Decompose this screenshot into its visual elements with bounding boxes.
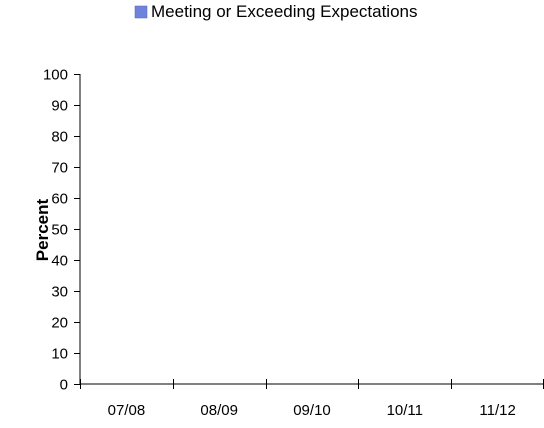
x-tick-label: 09/10 [293, 402, 331, 419]
y-tick-label: 80 [51, 129, 68, 146]
y-axis-title: Percent [33, 198, 52, 261]
legend: Meeting or Exceeding Expectations [134, 2, 418, 21]
y-tick-label: 100 [43, 67, 68, 84]
y-tick-label: 60 [51, 191, 68, 208]
y-axis: 0 10 20 30 40 50 60 70 80 90 100 [43, 67, 81, 394]
y-tick-label: 0 [60, 377, 68, 394]
y-tick-label: 20 [51, 315, 68, 332]
x-axis: 07/08 08/09 09/10 10/11 11/12 [80, 379, 544, 419]
y-tick-label: 70 [51, 160, 68, 177]
y-tick-label: 50 [51, 222, 68, 239]
y-tick-label: 90 [51, 98, 68, 115]
x-tick-label: 07/08 [108, 402, 146, 419]
legend-label: Meeting or Exceeding Expectations [151, 2, 418, 21]
y-tick-label: 30 [51, 284, 68, 301]
y-tick-label: 40 [51, 253, 68, 270]
legend-swatch [134, 5, 148, 19]
y-tick-label: 10 [51, 346, 68, 363]
x-tick-label: 11/12 [479, 402, 515, 419]
x-tick-label: 08/09 [200, 402, 238, 419]
x-tick-label: 10/11 [387, 402, 423, 419]
